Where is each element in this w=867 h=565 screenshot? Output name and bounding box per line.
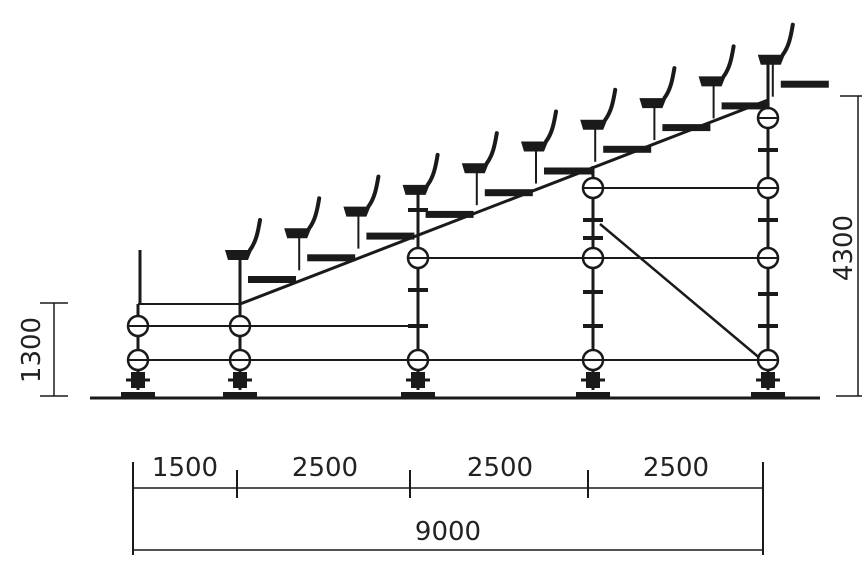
seat: [284, 196, 356, 271]
dim-total: 9000: [415, 517, 481, 547]
height-dimension-right: [836, 95, 862, 397]
seat: [343, 174, 415, 249]
tread-plank: [425, 210, 474, 218]
height-dimension-left: [40, 302, 68, 397]
tread-plank: [484, 189, 533, 197]
dim-seg-2: 2500: [292, 453, 358, 483]
seat: [521, 109, 592, 184]
scaffold-column: [121, 304, 155, 398]
base-plate: [751, 392, 785, 398]
horizontal-dimensions: [132, 462, 764, 555]
dim-height-right: 4300: [829, 215, 859, 281]
seat: [225, 218, 296, 292]
tread-plank: [544, 167, 592, 175]
scaffold-column: [751, 62, 785, 398]
scaffold-column: [223, 258, 257, 398]
dim-seg-3: 2500: [467, 453, 533, 483]
seat-back: [603, 87, 618, 122]
tread-plank: [248, 276, 296, 283]
seat-back: [307, 196, 322, 231]
seat: [402, 152, 474, 227]
seat-pan: [521, 141, 548, 152]
seat-pan: [698, 76, 726, 87]
dim-seg-1: 1500: [152, 453, 218, 483]
seat-pan: [580, 119, 608, 130]
seat-rows: [225, 22, 829, 292]
seat-back: [484, 131, 499, 166]
inclined-stringer: [239, 98, 769, 306]
tread-plank: [662, 124, 711, 132]
base-plate: [121, 392, 155, 398]
seat-pan: [757, 54, 785, 65]
base-plate: [576, 392, 610, 398]
seat-pan: [225, 250, 252, 260]
seat: [639, 66, 711, 141]
seat-back: [780, 22, 795, 57]
seat: [580, 87, 652, 162]
tread-plank: [366, 232, 415, 240]
base-plate: [401, 392, 435, 398]
seat-pan: [639, 98, 667, 109]
scaffold-columns: [121, 62, 785, 398]
seat: [698, 44, 770, 119]
seat-back: [366, 174, 381, 209]
seat-back: [544, 109, 558, 144]
dim-seg-4: 2500: [643, 453, 709, 483]
seat: [461, 131, 533, 206]
seat-pan: [284, 228, 312, 239]
seat-back: [662, 66, 677, 101]
seat-pan: [402, 184, 430, 195]
base-plate: [223, 392, 257, 398]
diagonal-brace: [599, 223, 763, 361]
seat-back: [425, 152, 440, 187]
seat-pan: [343, 206, 371, 217]
tread-plank: [307, 254, 356, 262]
seat: [757, 22, 829, 97]
dim-height-left: 1300: [17, 317, 47, 383]
tread-plank: [780, 80, 829, 88]
scaffold-column: [576, 166, 610, 398]
tread-plank: [603, 145, 652, 153]
seat-pan: [461, 163, 489, 174]
tread-plank: [721, 102, 770, 110]
seat-back: [248, 218, 262, 252]
seat-back: [721, 44, 736, 79]
